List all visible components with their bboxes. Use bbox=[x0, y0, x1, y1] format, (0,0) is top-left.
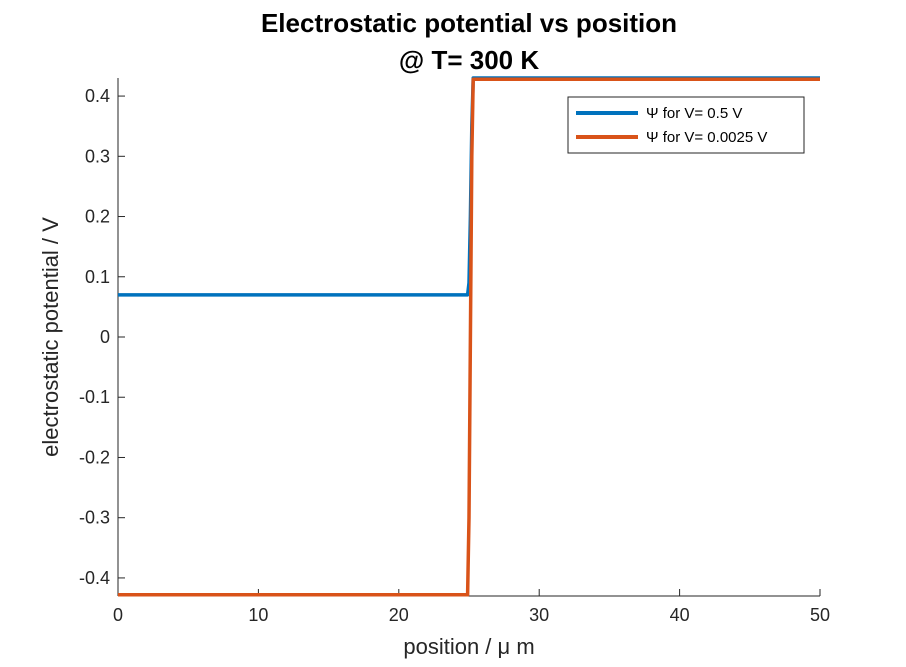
y-tick-label: -0.3 bbox=[79, 508, 110, 528]
y-tick-label: 0 bbox=[100, 327, 110, 347]
series-line-2 bbox=[118, 77, 820, 597]
y-tick-label: -0.1 bbox=[79, 387, 110, 407]
legend: Ψ for V= 0.5 V Ψ for V= 0.0025 V bbox=[567, 96, 805, 154]
chart-title-line-1: Electrostatic potential vs position bbox=[261, 8, 677, 38]
y-tick-label: -0.2 bbox=[79, 447, 110, 467]
x-tick-label: 30 bbox=[529, 605, 549, 625]
x-axis-label: position / μ m bbox=[403, 634, 534, 659]
y-tick-label: 0.2 bbox=[85, 207, 110, 227]
x-tick-label: 40 bbox=[670, 605, 690, 625]
x-tick-label: 50 bbox=[810, 605, 830, 625]
chart-title-line-2: @ T= 300 K bbox=[399, 45, 539, 75]
x-tick-label: 20 bbox=[389, 605, 409, 625]
y-tick-label: -0.4 bbox=[79, 568, 110, 588]
legend-label-series-1: Ψ for V= 0.5 V bbox=[646, 105, 742, 122]
x-tick-label: 0 bbox=[113, 605, 123, 625]
x-tick-label: 10 bbox=[248, 605, 268, 625]
y-tick-label: 0.4 bbox=[85, 86, 110, 106]
legend-box bbox=[567, 96, 805, 154]
y-tick-label: 0.3 bbox=[85, 146, 110, 166]
y-tick-label: 0.1 bbox=[85, 267, 110, 287]
legend-label-series-2: Ψ for V= 0.0025 V bbox=[646, 129, 767, 146]
plot-area: 0 10 20 30 40 50 -0.4 -0.3 -0.2 -0.1 0 0.1 0.2 0.3 0.4 bbox=[79, 76, 830, 625]
y-axis-label: electrostatic potential / V bbox=[38, 217, 63, 457]
